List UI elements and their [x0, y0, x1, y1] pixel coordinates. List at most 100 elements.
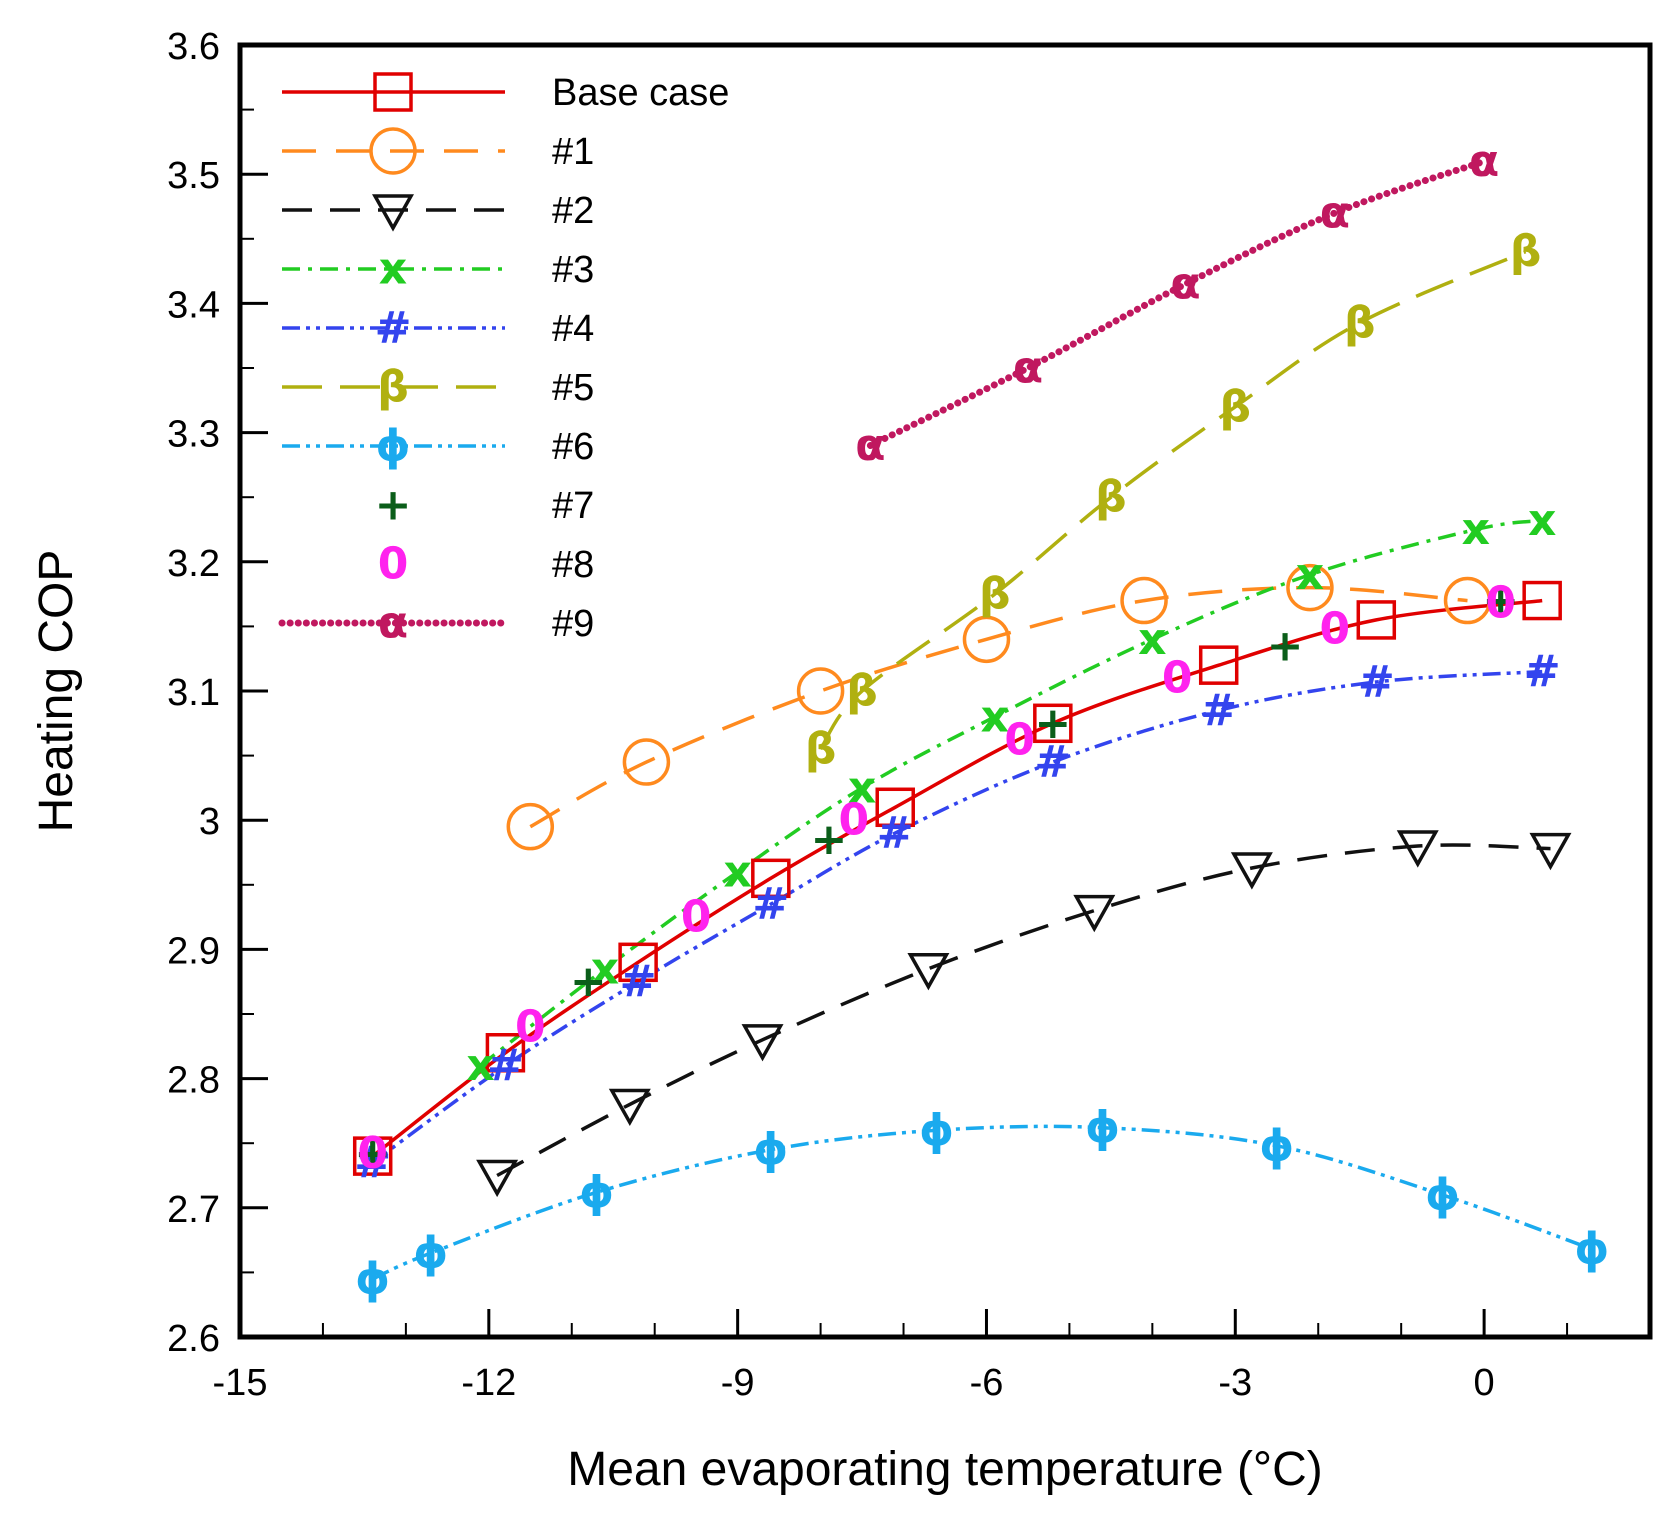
marker-series-6: ϕ — [919, 1105, 954, 1156]
legend-marker: β — [377, 362, 409, 413]
series-line-4 — [371, 669, 1543, 1165]
y-axis-title: Heating COP — [30, 550, 83, 833]
marker-series-7: + — [354, 1128, 391, 1179]
marker-series-7: + — [1034, 698, 1071, 749]
series-line-3 — [479, 518, 1543, 1068]
series-line-6 — [371, 1124, 1593, 1281]
marker-series-8: 0 — [357, 1128, 388, 1179]
marker-series-4: # — [1200, 685, 1237, 736]
marker-series-4: # — [487, 1040, 524, 1091]
marker-series-9: α — [855, 420, 885, 471]
marker-series-4: # — [877, 808, 914, 859]
y-tick-label: 3.4 — [167, 284, 220, 326]
marker-series-6: ϕ — [1085, 1102, 1120, 1153]
marker-series-6: ϕ — [1425, 1169, 1460, 1220]
marker-series-5: β — [846, 666, 878, 717]
y-tick-label: 2.9 — [167, 930, 220, 972]
marker-series-3: x — [1138, 614, 1166, 665]
marker-series-1 — [1443, 576, 1492, 625]
legend-label: #8 — [552, 544, 594, 586]
marker-series-4: # — [1034, 737, 1071, 788]
series-line-1 — [529, 585, 1468, 829]
legend-label: #7 — [552, 485, 594, 527]
marker-series-5: β — [979, 569, 1011, 620]
marker-series-5: β — [1220, 381, 1252, 432]
marker-series-2 — [476, 1159, 519, 1198]
marker-series-3: x — [981, 691, 1009, 742]
marker-series-5: β — [1344, 297, 1376, 348]
x-tick-label: -6 — [970, 1362, 1004, 1404]
marker-series-7: + — [1267, 620, 1304, 671]
marker-series-7: + — [810, 814, 847, 865]
marker-series-5: β — [805, 724, 837, 775]
marker-series-6: ϕ — [1574, 1224, 1609, 1275]
legend-marker — [372, 194, 414, 232]
marker-base-case — [1356, 600, 1397, 640]
legend-label: #6 — [552, 426, 594, 468]
marker-series-8: 0 — [1004, 715, 1035, 766]
legend-marker: + — [375, 480, 412, 531]
x-tick-label: -15 — [213, 1362, 268, 1404]
marker-series-8: 0 — [1320, 603, 1351, 654]
y-tick-label: 3.3 — [167, 414, 220, 456]
y-tick-label: 2.6 — [167, 1318, 220, 1360]
legend-marker: α — [378, 598, 408, 649]
legend-label: #4 — [552, 308, 594, 350]
marker-series-4: # — [620, 956, 657, 1007]
marker-series-5: β — [1510, 226, 1542, 277]
marker-series-6: ϕ — [579, 1167, 614, 1218]
marker-series-1 — [506, 802, 555, 851]
marker-series-3: x — [1296, 549, 1324, 600]
y-tick-label: 3.6 — [167, 26, 220, 68]
y-tick-label: 2.7 — [167, 1189, 220, 1231]
y-tick-label: 3.2 — [167, 543, 220, 585]
marker-series-9: α — [1320, 187, 1350, 238]
marker-series-1 — [1120, 576, 1168, 625]
marker-base-case — [352, 1136, 393, 1176]
marker-series-6: ϕ — [1259, 1120, 1294, 1171]
marker-series-6: ϕ — [753, 1124, 788, 1175]
marker-series-3: x — [591, 943, 619, 994]
marker-series-1 — [962, 615, 1011, 664]
marker-series-4: # — [752, 879, 789, 930]
x-tick-label: -9 — [721, 1362, 755, 1404]
y-tick-label: 2.8 — [167, 1060, 220, 1102]
x-tick-label: -12 — [461, 1362, 516, 1404]
legend: Base case #1 #2 x #3 # #4 β #5 ϕ #6 + #7 0 #8 α #9 — [278, 72, 729, 649]
marker-base-case — [1522, 580, 1562, 621]
marker-series-4: # — [354, 1137, 391, 1188]
marker-series-4: # — [1358, 656, 1395, 707]
marker-series-8: 0 — [681, 892, 712, 943]
marker-series-3: x — [848, 762, 876, 813]
marker-series-4: # — [1524, 646, 1561, 697]
marker-series-8: 0 — [1162, 653, 1193, 704]
marker-series-6: ϕ — [413, 1228, 448, 1279]
y-tick-label: 3.1 — [167, 672, 220, 714]
x-tick-label: -3 — [1218, 1362, 1252, 1404]
marker-series-2 — [1230, 852, 1273, 890]
legend-marker — [373, 72, 413, 112]
marker-series-7: + — [1482, 575, 1519, 626]
marker-series-3: x — [1528, 495, 1556, 546]
legend-label: #9 — [552, 603, 594, 645]
marker-base-case — [1033, 703, 1073, 744]
legend-label: #3 — [552, 249, 594, 291]
legend-label: #5 — [552, 367, 594, 409]
legend-marker: # — [375, 303, 412, 354]
legend-label: #1 — [552, 131, 594, 173]
y-tick-label: 3 — [199, 801, 220, 843]
x-axis-title: Mean evaporating temperature (°C) — [567, 1443, 1323, 1496]
series-line-5 — [819, 250, 1527, 751]
legend-marker: 0 — [378, 539, 409, 590]
marker-base-case — [618, 942, 658, 983]
marker-series-8: 0 — [515, 1001, 546, 1052]
marker-series-6: ϕ — [355, 1253, 390, 1304]
legend-marker — [369, 127, 417, 175]
axis-ticks: -15 -12 -9 -6 -3 0 2.6 2.7 2.8 2.9 3 3.1 3.2 3.3 3.4 3.… — [167, 26, 1569, 1404]
marker-series-1 — [622, 738, 671, 786]
series-line-0 — [371, 598, 1543, 1158]
marker-series-9: α — [1469, 136, 1499, 187]
